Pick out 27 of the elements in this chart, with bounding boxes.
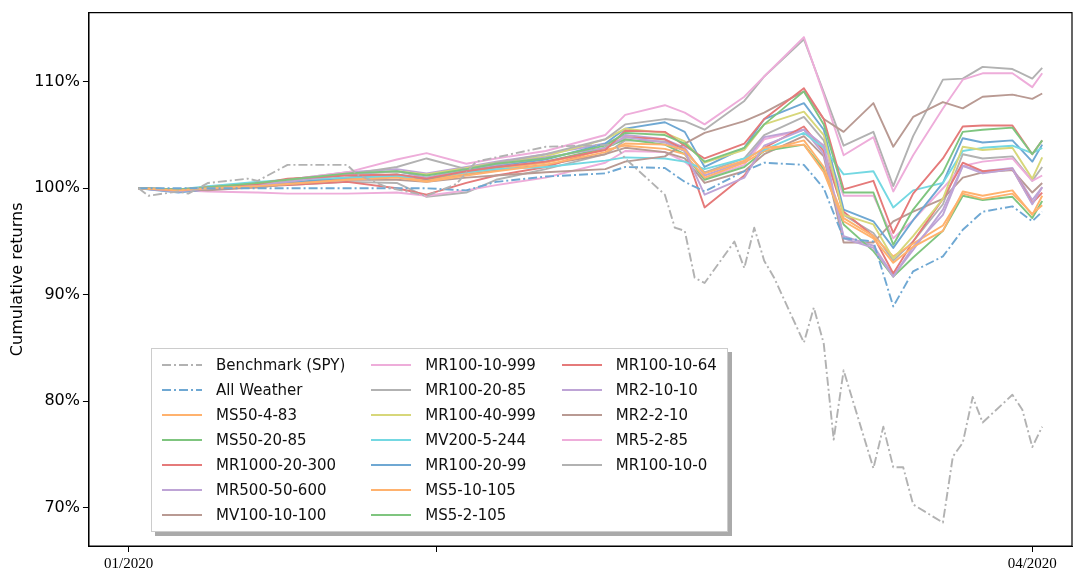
y-tick-label: 90% (44, 283, 80, 303)
legend-label: Benchmark (SPY) (215, 356, 346, 374)
legend-label: MR100-20-85 (425, 381, 527, 399)
legend-label: MR2-2-10 (615, 406, 689, 424)
legend-label: MR500-50-600 (215, 481, 327, 499)
y-tick-label: 110% (34, 70, 80, 90)
legend-label: MS50-20-85 (215, 431, 307, 449)
y-tick-label: 70% (44, 496, 80, 516)
legend-label: MS5-2-105 (425, 506, 507, 524)
y-axis-title: Cumulative returns (6, 202, 26, 357)
y-tick-label: 80% (44, 390, 80, 410)
legend-label: MR100-10-0 (615, 456, 708, 474)
y-tick-label: 100% (34, 177, 80, 197)
legend-label: MV200-5-244 (425, 431, 527, 449)
x-tick-label: 01/2020 (104, 554, 154, 571)
legend-label: MR100-10-999 (425, 356, 536, 374)
legend-label: MR100-40-999 (425, 406, 536, 424)
legend-label: MS50-4-83 (215, 406, 297, 424)
x-tick-label: 04/2020 (1007, 554, 1057, 571)
legend-label: MR2-10-10 (615, 381, 698, 399)
legend-label: MS5-10-105 (425, 481, 516, 499)
legend-label: MR100-20-99 (425, 456, 527, 474)
legend-label: MR100-10-64 (615, 356, 717, 374)
legend-label: All Weather (215, 381, 303, 399)
legend-label: MR5-2-85 (615, 431, 689, 449)
legend-label: MV100-10-100 (215, 506, 327, 524)
legend-label: MR1000-20-300 (215, 456, 337, 474)
